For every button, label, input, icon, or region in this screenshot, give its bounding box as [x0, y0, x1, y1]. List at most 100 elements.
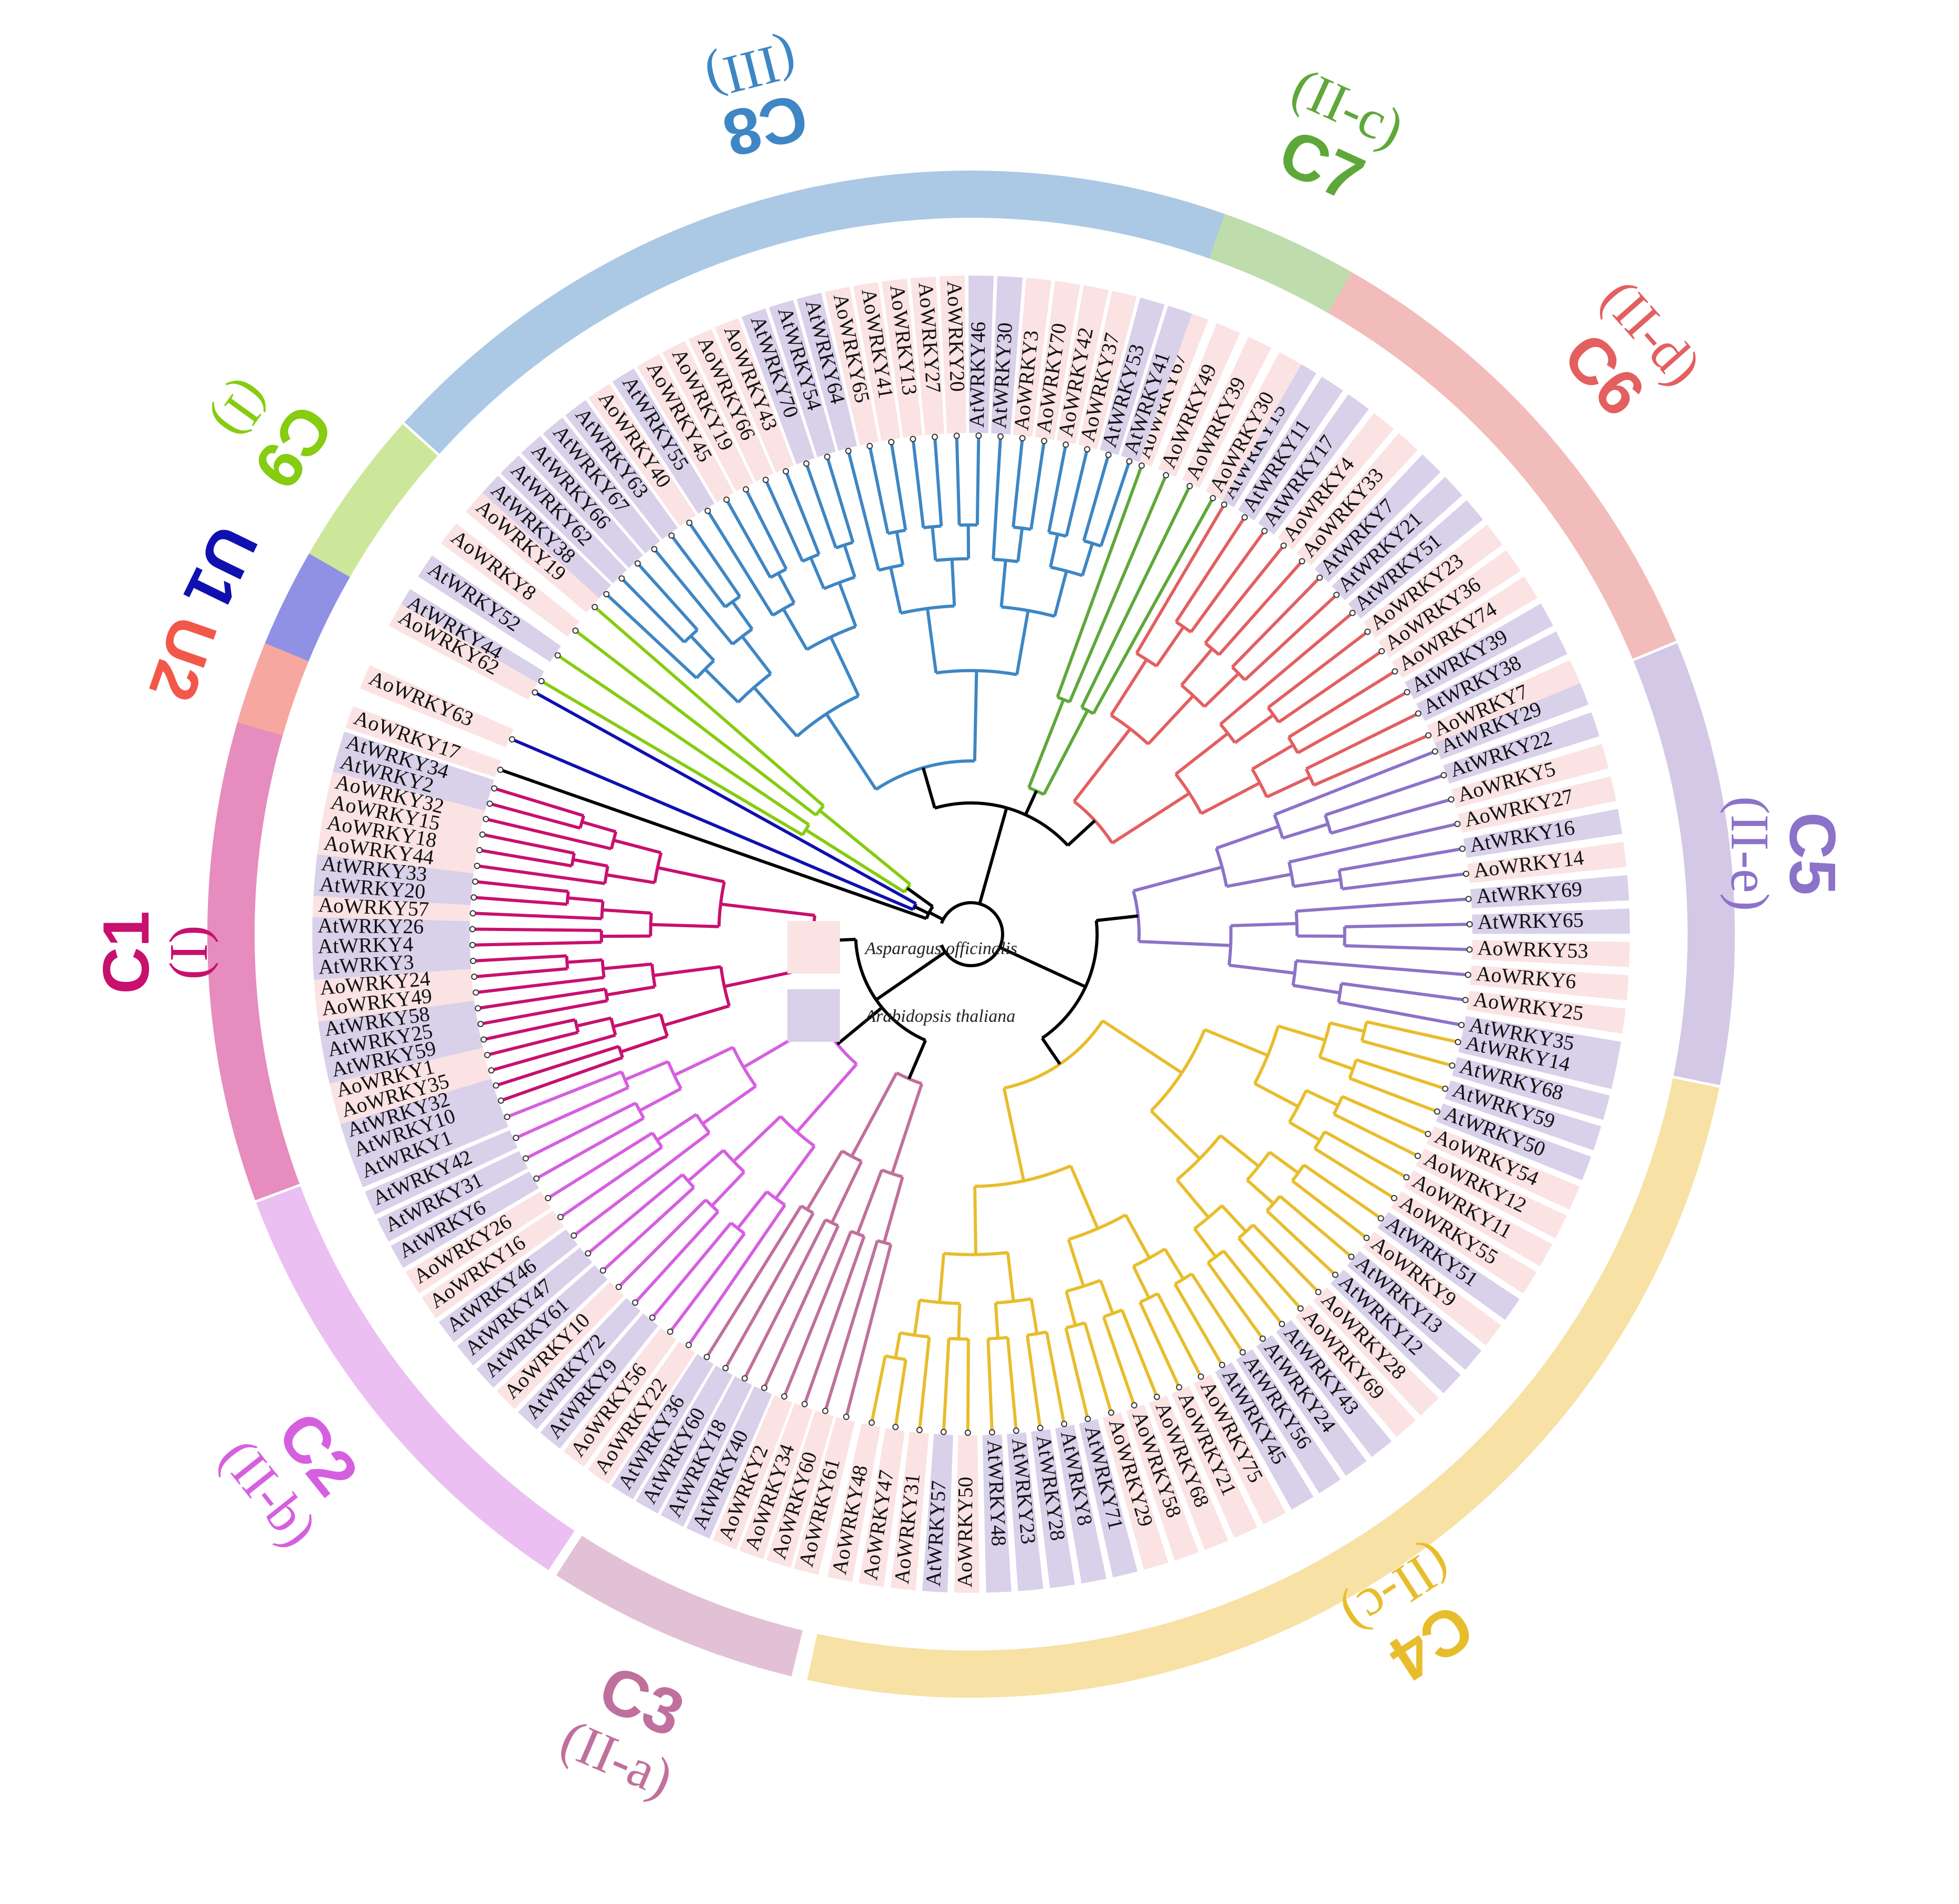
leaf-node	[1333, 591, 1340, 598]
branch	[1120, 1309, 1157, 1395]
branch	[1305, 1089, 1339, 1107]
leaf-label-bg	[1079, 1419, 1138, 1578]
branch	[731, 600, 754, 630]
leaf-label-bg	[1347, 1251, 1482, 1370]
leaf-node	[762, 477, 769, 483]
branch	[890, 1083, 923, 1175]
branch	[689, 634, 715, 662]
leaf-node	[722, 1364, 729, 1371]
leaf-node	[741, 1375, 748, 1382]
leaf-node	[1037, 1424, 1044, 1431]
branch	[1006, 1337, 1018, 1429]
leaf-label-bg	[1294, 1304, 1416, 1437]
ring-segment-c4	[807, 1078, 1720, 1698]
leaf-node	[1364, 628, 1371, 635]
branch	[650, 923, 719, 928]
leaf-label-bg	[881, 278, 922, 438]
branch	[992, 439, 1002, 559]
branch	[572, 858, 608, 868]
branch	[824, 1240, 879, 1409]
branch	[1252, 1223, 1318, 1292]
branch	[957, 1303, 962, 1339]
leaf-label-bg	[353, 1108, 509, 1188]
leaf-node	[868, 1419, 875, 1426]
leaf-label-bg	[1363, 1232, 1501, 1346]
clade-label-c2: C2(II-b)	[208, 1399, 372, 1558]
branch	[753, 686, 798, 737]
branch-arc	[1304, 768, 1315, 786]
leaf-node	[492, 1082, 499, 1089]
leaf-node	[1448, 796, 1455, 803]
leaf-node	[1449, 1062, 1456, 1069]
branch	[975, 438, 981, 525]
leaf-node	[469, 926, 476, 933]
branch-arc	[903, 883, 912, 893]
branch	[482, 999, 608, 1025]
leaf-node	[1363, 1234, 1370, 1241]
clade-ring	[207, 171, 1735, 1698]
branch	[826, 459, 855, 543]
branch	[480, 987, 606, 1010]
leaf-node	[781, 1393, 788, 1400]
leaf-label-bg	[587, 1341, 696, 1484]
leaf-node	[1392, 668, 1398, 675]
branch	[1109, 659, 1148, 716]
leaf-label-bg	[662, 341, 754, 492]
leaf-node	[1315, 1288, 1322, 1295]
leaf-label-bg	[338, 732, 494, 796]
leaf-label: AtWRKY46	[965, 322, 990, 428]
branch	[725, 1212, 815, 1367]
branch	[1216, 824, 1280, 850]
leaf-label-bg	[497, 1282, 624, 1409]
branch	[894, 1332, 902, 1358]
leaf-node	[1434, 1108, 1440, 1115]
leaf-label-bg	[312, 917, 470, 938]
leaf-node	[473, 862, 480, 869]
branch-arc	[1231, 665, 1246, 681]
branch-arc	[841, 1149, 862, 1163]
branch	[576, 1016, 612, 1028]
leaf-node	[1108, 1409, 1114, 1416]
branch	[1230, 922, 1297, 927]
branch	[1361, 1039, 1450, 1066]
branch	[1067, 1239, 1086, 1287]
leaf-label-bg	[1452, 1056, 1610, 1120]
leaf-node	[910, 436, 917, 442]
branch-arc	[772, 601, 795, 617]
leaf-label-bg	[954, 1435, 980, 1593]
branch	[1220, 1204, 1247, 1233]
leaf-node	[1219, 1361, 1226, 1368]
branch	[656, 1113, 698, 1141]
branch	[1026, 1335, 1041, 1426]
branch-arc	[1267, 706, 1280, 723]
leaf-label-bg	[1007, 1432, 1044, 1591]
branch-arc	[1246, 1151, 1271, 1181]
branch	[1056, 467, 1143, 698]
branch	[575, 1131, 710, 1235]
leaf-node	[482, 816, 489, 822]
clade-subgroup: (II-e)	[1720, 796, 1780, 911]
branch	[559, 655, 810, 827]
leaf-label-bg	[457, 1247, 593, 1366]
leaf-label-bg	[438, 1229, 578, 1342]
leaf-node	[1163, 472, 1170, 479]
branch	[710, 1170, 745, 1207]
leaf-label-bg	[1377, 1212, 1520, 1320]
leaf-label-bg	[611, 1354, 714, 1499]
leaf-label: AoWRKY53	[1477, 936, 1588, 963]
backbone-branch	[978, 807, 1008, 905]
leaf-node	[1466, 921, 1473, 928]
leaf-node	[1465, 971, 1471, 978]
branch	[1156, 1293, 1202, 1376]
backbone-branch	[907, 1039, 927, 1080]
leaf-label-bg	[422, 1210, 564, 1318]
branch	[1111, 791, 1191, 844]
leaf-label-bg	[346, 1094, 501, 1164]
branch	[476, 954, 567, 962]
branch	[1092, 500, 1213, 715]
leaf-node	[1041, 438, 1048, 445]
leaf-label-bg	[563, 1328, 677, 1467]
branch	[1234, 713, 1275, 744]
branch-arc	[1180, 684, 1206, 708]
leaf-node	[545, 1194, 552, 1201]
